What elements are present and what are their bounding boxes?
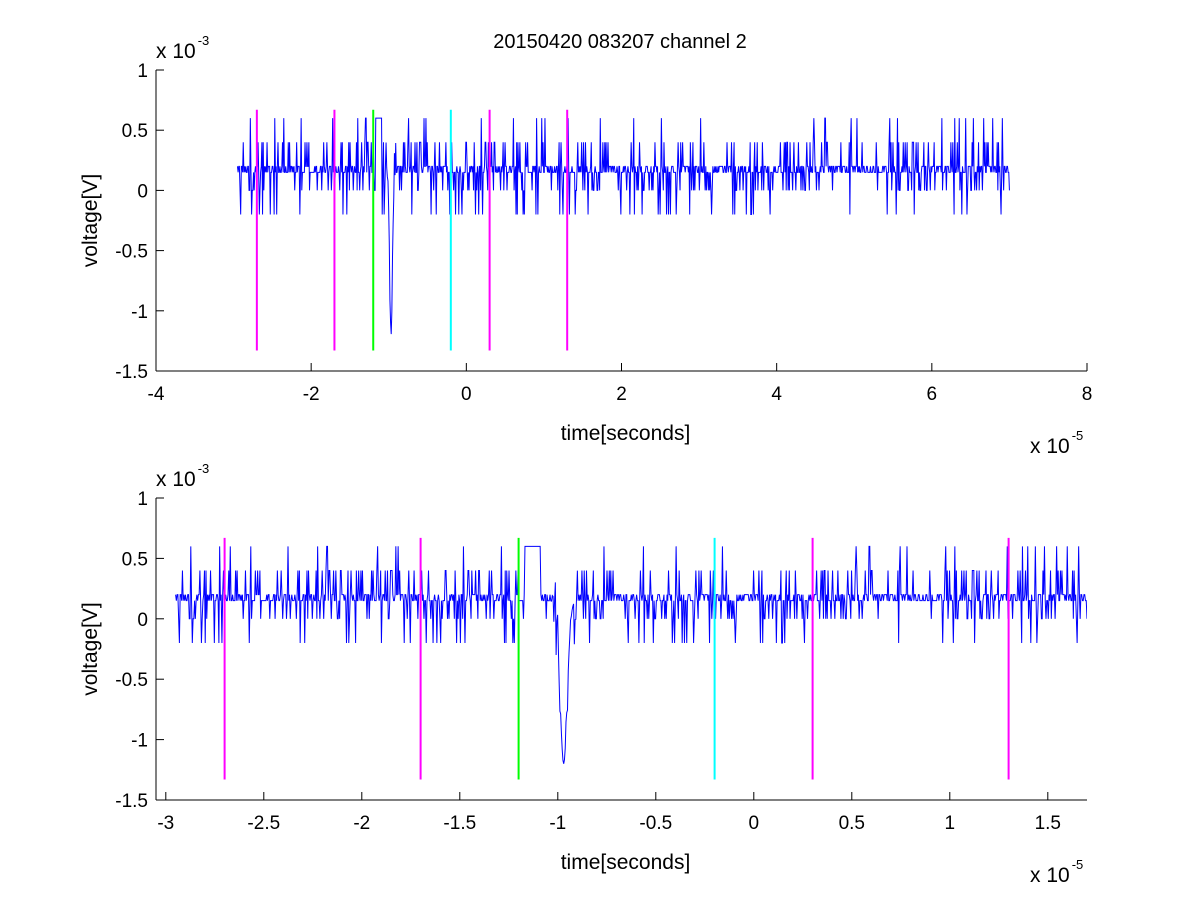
x-tick-label: 6	[927, 384, 938, 405]
x-axis-label: time[seconds]	[561, 422, 691, 445]
figure-title: 20150420 083207 channel 2	[493, 31, 747, 53]
y-axis-label: voltage[V]	[79, 174, 102, 267]
y-tick-label: 0	[137, 610, 148, 631]
y-tick-label: -1.5	[115, 362, 148, 383]
x-tick-label: 4	[771, 384, 782, 405]
signal-trace	[175, 545, 1087, 764]
y-tick-label: -1	[131, 302, 148, 323]
y-tick-label: -1.5	[115, 791, 148, 812]
y-tick-label: -1	[131, 731, 148, 752]
x-tick-label: 1.5	[1035, 813, 1061, 834]
x-tick-label: -1	[549, 813, 566, 834]
x-tick-label: -0.5	[639, 813, 672, 834]
y-tick-label: 1	[137, 61, 148, 82]
x-tick-label: 2	[616, 384, 627, 405]
x-tick-label: -2	[303, 384, 320, 405]
bottom-plot: -3 -2.5 -2 -1.5 -1 -0.5 0 0.5 1 1.5 -1.5 -1 -0.5 0 0.5…	[79, 461, 1087, 887]
y-tick-label: 0.5	[122, 549, 148, 570]
y-tick-label: -0.5	[115, 670, 148, 691]
x-tick-label: 8	[1082, 384, 1093, 405]
y-tick-label: 0	[137, 181, 148, 202]
x-tick-label: 0.5	[839, 813, 865, 834]
signal-trace	[236, 117, 1010, 335]
y-tick-label: 0.5	[122, 121, 148, 142]
top-plot: -4 -2 0 2 4 6 8 -1.5 -1 -0.5 0 0.5 1 time[seconds] vol…	[79, 33, 1092, 458]
x-tick-label: -3	[157, 813, 174, 834]
x-axis-label: time[seconds]	[561, 851, 691, 874]
y-axis-label: voltage[V]	[79, 602, 102, 695]
x-tick-label: 0	[749, 813, 760, 834]
x-tick-label: -2	[353, 813, 370, 834]
x-tick-label: 0	[461, 384, 472, 405]
x-tick-label: -1.5	[443, 813, 476, 834]
y-tick-label: 1	[137, 489, 148, 510]
x-tick-label: 1	[945, 813, 956, 834]
x-tick-label: -4	[148, 384, 165, 405]
x-tick-label: -2.5	[247, 813, 280, 834]
y-tick-label: -0.5	[115, 242, 148, 263]
